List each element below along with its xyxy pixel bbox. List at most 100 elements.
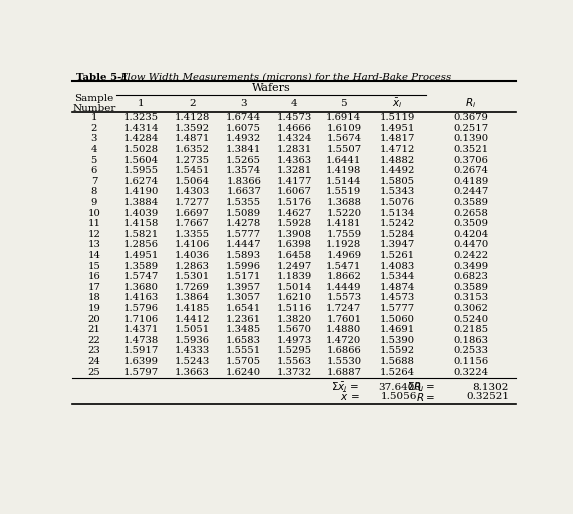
Text: 1.5064: 1.5064 (175, 177, 210, 186)
Text: 1.6399: 1.6399 (124, 357, 159, 366)
Text: 1.5051: 1.5051 (175, 325, 210, 334)
Text: 0.2185: 0.2185 (453, 325, 488, 334)
Text: 1: 1 (91, 113, 97, 122)
Text: 1.3592: 1.3592 (175, 124, 210, 133)
Text: 1.6352: 1.6352 (175, 145, 210, 154)
Text: 0.1156: 0.1156 (453, 357, 488, 366)
Text: 0.3706: 0.3706 (453, 156, 488, 164)
Text: 1.4181: 1.4181 (326, 219, 362, 228)
Text: 0.1390: 0.1390 (453, 134, 488, 143)
Text: 1.1839: 1.1839 (277, 272, 312, 281)
Text: 0.3589: 0.3589 (453, 198, 488, 207)
Text: 17: 17 (88, 283, 100, 292)
Text: 1.5076: 1.5076 (380, 198, 415, 207)
Text: 3: 3 (241, 99, 247, 108)
Text: 0.2422: 0.2422 (453, 251, 488, 260)
Text: 1.5242: 1.5242 (379, 219, 415, 228)
Text: 18: 18 (88, 293, 100, 302)
Text: 0.4189: 0.4189 (453, 177, 488, 186)
Text: 1.5451: 1.5451 (175, 166, 210, 175)
Text: 1.5551: 1.5551 (226, 346, 261, 356)
Text: 1.5343: 1.5343 (379, 188, 415, 196)
Text: 1.5670: 1.5670 (277, 325, 312, 334)
Text: 8.1302: 8.1302 (473, 382, 509, 392)
Text: 1.5917: 1.5917 (124, 346, 159, 356)
Text: 1.5243: 1.5243 (175, 357, 210, 366)
Text: 1.5344: 1.5344 (379, 272, 415, 281)
Text: 1.4738: 1.4738 (124, 336, 159, 345)
Text: 3: 3 (91, 134, 97, 143)
Text: 1.7106: 1.7106 (124, 315, 159, 324)
Text: 1.4371: 1.4371 (124, 325, 159, 334)
Text: 24: 24 (88, 357, 100, 366)
Text: 1.3864: 1.3864 (175, 293, 210, 302)
Text: 1.4951: 1.4951 (379, 124, 415, 133)
Text: 0.6823: 0.6823 (453, 272, 488, 281)
Text: 13: 13 (88, 241, 100, 249)
Text: 4: 4 (91, 145, 97, 154)
Text: $\Sigma R_i=$: $\Sigma R_i=$ (407, 380, 435, 394)
Text: 1.5563: 1.5563 (277, 357, 312, 366)
Text: 1.4973: 1.4973 (277, 336, 312, 345)
Text: 1.5014: 1.5014 (277, 283, 312, 292)
Text: 1.6697: 1.6697 (175, 209, 210, 217)
Text: 0.3224: 0.3224 (453, 368, 488, 377)
Text: 1.4163: 1.4163 (124, 293, 159, 302)
Text: 1.5796: 1.5796 (124, 304, 159, 313)
Text: 1.6398: 1.6398 (277, 241, 312, 249)
Text: 1.5592: 1.5592 (379, 346, 415, 356)
Text: 1.5936: 1.5936 (175, 336, 210, 345)
Text: 1.3485: 1.3485 (226, 325, 261, 334)
Text: 1.5777: 1.5777 (379, 304, 415, 313)
Text: 2: 2 (189, 99, 196, 108)
Text: 1.2856: 1.2856 (124, 241, 159, 249)
Text: 1.3574: 1.3574 (226, 166, 261, 175)
Text: 1.4874: 1.4874 (379, 283, 415, 292)
Text: 1.2361: 1.2361 (226, 315, 261, 324)
Text: 0.3521: 0.3521 (453, 145, 488, 154)
Text: $\bar{R}=$: $\bar{R}=$ (416, 390, 435, 403)
Text: 20: 20 (88, 315, 100, 324)
Text: 1.6887: 1.6887 (327, 368, 362, 377)
Text: 1.4284: 1.4284 (124, 134, 159, 143)
Text: Sample
Number: Sample Number (72, 94, 116, 113)
Text: 1.7269: 1.7269 (175, 283, 210, 292)
Text: 1.4363: 1.4363 (277, 156, 312, 164)
Text: 1.4882: 1.4882 (379, 156, 415, 164)
Text: 1.5688: 1.5688 (380, 357, 415, 366)
Text: 1.5705: 1.5705 (226, 357, 261, 366)
Text: 21: 21 (88, 325, 100, 334)
Text: 1.6866: 1.6866 (327, 346, 361, 356)
Text: 1.5530: 1.5530 (326, 357, 362, 366)
Text: 1.4128: 1.4128 (175, 113, 210, 122)
Text: 37.6400: 37.6400 (378, 382, 421, 392)
Text: 16: 16 (88, 272, 100, 281)
Text: 1.4412: 1.4412 (175, 315, 210, 324)
Text: 1.5471: 1.5471 (326, 262, 362, 271)
Text: 1.4573: 1.4573 (277, 113, 312, 122)
Text: 1.4158: 1.4158 (124, 219, 159, 228)
Text: 0.3679: 0.3679 (453, 113, 488, 122)
Text: 1.8662: 1.8662 (327, 272, 362, 281)
Text: 1.2497: 1.2497 (277, 262, 312, 271)
Text: 1.6240: 1.6240 (226, 368, 261, 377)
Text: 1.3841: 1.3841 (226, 145, 261, 154)
Text: 14: 14 (87, 251, 100, 260)
Text: 1.5955: 1.5955 (124, 166, 159, 175)
Text: 8: 8 (91, 188, 97, 196)
Text: 1.8366: 1.8366 (226, 177, 261, 186)
Text: 1.4932: 1.4932 (226, 134, 261, 143)
Text: 7: 7 (91, 177, 97, 186)
Text: 1.4039: 1.4039 (124, 209, 159, 217)
Text: 1.4666: 1.4666 (277, 124, 312, 133)
Text: 25: 25 (88, 368, 100, 377)
Text: 1.5390: 1.5390 (379, 336, 415, 345)
Text: 1.6637: 1.6637 (226, 188, 261, 196)
Text: 12: 12 (88, 230, 100, 239)
Text: 1.3908: 1.3908 (277, 230, 312, 239)
Text: 1.6583: 1.6583 (226, 336, 261, 345)
Text: 9: 9 (91, 198, 97, 207)
Text: 1.4303: 1.4303 (175, 188, 210, 196)
Text: 1.1928: 1.1928 (326, 241, 362, 249)
Text: 1.5119: 1.5119 (379, 113, 415, 122)
